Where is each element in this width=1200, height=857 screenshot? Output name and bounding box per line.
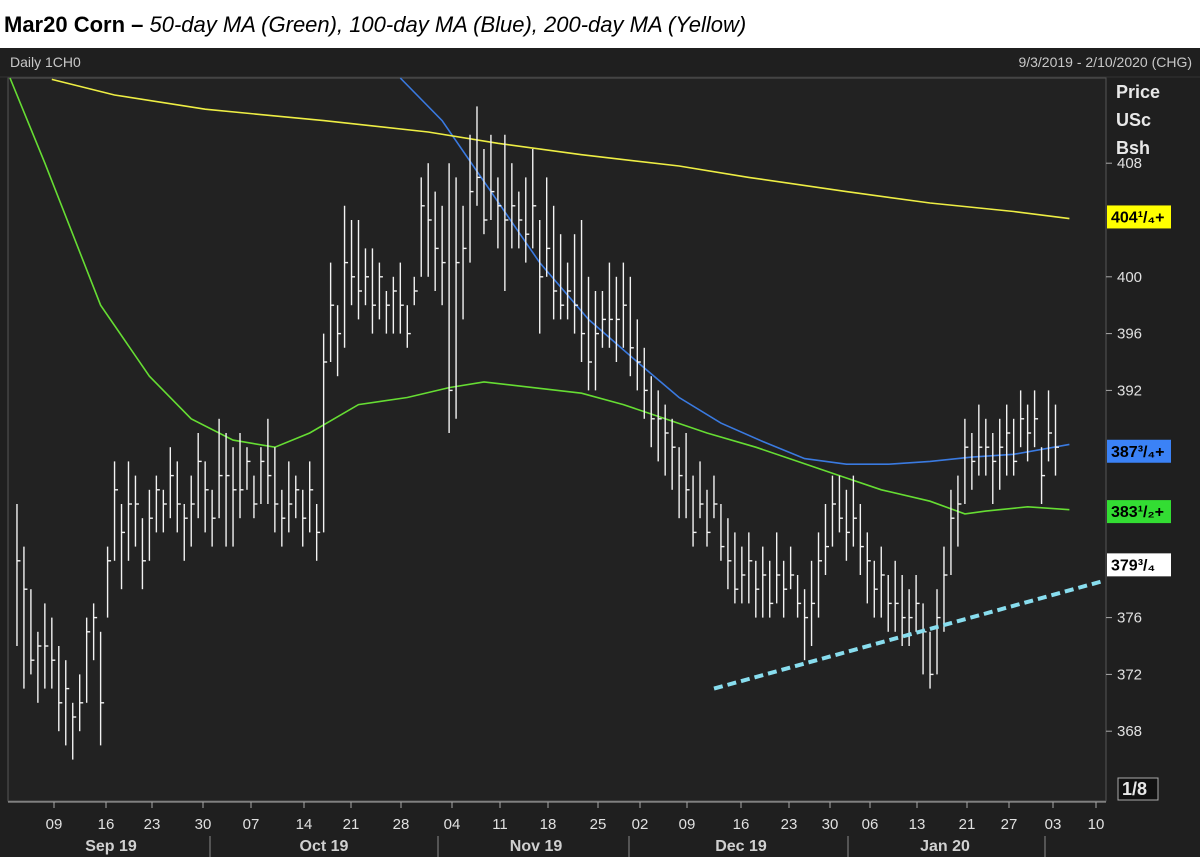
ma-line — [51, 78, 1070, 220]
x-tick-label: 27 — [1001, 816, 1018, 833]
chart-title-bold: Mar20 Corn – — [4, 12, 144, 37]
x-tick-label: 16 — [733, 816, 750, 833]
x-tick-label: 23 — [144, 816, 161, 833]
price-tag-box — [1107, 500, 1171, 524]
y-axis-title-unit: USc — [1116, 110, 1151, 130]
x-tick-label: 11 — [492, 816, 508, 833]
x-month-label: Sep 19 — [85, 838, 137, 855]
trendline-layer — [713, 578, 1105, 691]
x-tick-label: 13 — [909, 816, 926, 833]
x-month-label: Oct 19 — [300, 838, 349, 855]
price-chart: Daily 1CH0 9/3/2019 - 2/10/2020 (CHG) Pr… — [0, 54, 1200, 857]
x-tick-label: 21 — [959, 816, 976, 833]
y-tick-label: 392 — [1117, 382, 1142, 399]
x-tick-label: 25 — [590, 816, 607, 833]
y-tick-label: 368 — [1117, 723, 1142, 740]
x-month-label: Nov 19 — [510, 838, 563, 855]
y-tick-label: 376 — [1117, 610, 1142, 627]
y-tick-label: 396 — [1117, 326, 1142, 343]
x-tick-label: 02 — [632, 816, 649, 833]
trendline — [713, 578, 1105, 691]
x-tick-label: 09 — [679, 816, 696, 833]
chart-panel: Daily 1CH0 9/3/2019 - 2/10/2020 (CHG) Pr… — [0, 48, 1200, 857]
chart-header-range: 9/3/2019 - 2/10/2020 (CHG) — [1018, 54, 1192, 70]
x-month-label: Dec 19 — [715, 838, 767, 855]
title-bar: Mar20 Corn – 50-day MA (Green), 100-day … — [0, 0, 1200, 48]
y-tick-label: 408 — [1117, 155, 1142, 172]
chart-title-italic: 50-day MA (Green), 100-day MA (Blue), 20… — [143, 12, 747, 37]
plot-area — [7, 77, 1107, 802]
x-tick-label: 16 — [98, 816, 115, 833]
x-tick-label: 18 — [540, 816, 557, 833]
x-tick-label: 07 — [243, 816, 260, 833]
x-tick-label: 23 — [781, 816, 798, 833]
price-tag-box — [1107, 553, 1171, 577]
y-axis-title-price: Price — [1116, 82, 1160, 102]
y-axis-title-bushel: Bsh — [1116, 138, 1150, 158]
price-tag-label: 387³/₄+ — [1111, 444, 1164, 461]
x-axis: 09 16 23 30 07 14 21 28 04 11 18 25 02 09 16 23 30 06 13 21… — [8, 801, 1106, 857]
price-tag-box — [1107, 205, 1171, 229]
price-tag-label: 379³/₄ — [1111, 557, 1155, 574]
price-tag-label: 404¹/₄+ — [1111, 209, 1164, 226]
y-axis-footer: 1/8 — [1122, 779, 1147, 799]
price-tags: 404¹/₄+ 387³/₄+ 383¹/₂+ 379³/₄ — [1107, 205, 1171, 577]
x-tick-label: 30 — [822, 816, 839, 833]
x-tick-label: 04 — [444, 816, 461, 833]
price-tag-label: 383¹/₂+ — [1111, 504, 1164, 521]
x-tick-label: 09 — [46, 816, 63, 833]
moving-average-lines — [9, 77, 1070, 515]
x-tick-label: 14 — [296, 816, 313, 833]
chart-title: Mar20 Corn – 50-day MA (Green), 100-day … — [4, 12, 746, 38]
ohlc-bars — [16, 106, 1059, 760]
ma-line — [399, 77, 1070, 466]
price-tag-box — [1107, 439, 1171, 463]
x-tick-label: 28 — [393, 816, 410, 833]
chart-header-symbol: Daily 1CH0 — [10, 54, 81, 70]
y-tick-label: 400 — [1117, 269, 1142, 286]
x-tick-label: 10 — [1088, 816, 1105, 833]
x-tick-label: 21 — [343, 816, 360, 833]
x-month-label: Jan 20 — [920, 838, 970, 855]
ma-line — [9, 77, 1070, 515]
x-tick-label: 06 — [862, 816, 879, 833]
y-axis-ticks: 408 400 396 392 376 372 368 — [1106, 155, 1142, 740]
x-tick-label: 03 — [1045, 816, 1062, 833]
y-axis-footer-box — [1117, 777, 1159, 801]
y-tick-label: 372 — [1117, 666, 1142, 683]
x-tick-label: 30 — [195, 816, 212, 833]
